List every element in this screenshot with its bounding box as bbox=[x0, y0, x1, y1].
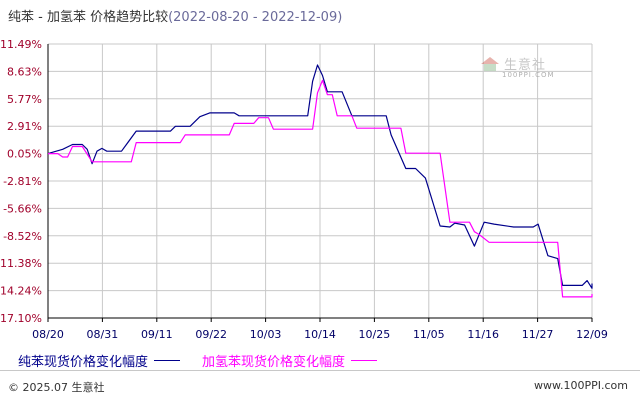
legend-swatch-benzene bbox=[154, 360, 181, 361]
x-tick-label: 10/25 bbox=[359, 328, 391, 341]
legend-item-benzene: 纯苯现货价格变化幅度 bbox=[18, 351, 181, 370]
house-icon bbox=[481, 56, 499, 71]
watermark-brand: 生意社 bbox=[504, 58, 547, 73]
x-tick-label: 11/27 bbox=[522, 328, 554, 341]
legend-swatch-hydro-benzene bbox=[351, 360, 378, 361]
y-tick-labels: 11.49% 8.63% 5.77% 2.91% 0.05% -2.81% -5.66% -8… bbox=[0, 38, 42, 325]
chart-title: 纯苯 - 加氢苯 价格趋势比较(2022-08-20 - 2022-12-09) bbox=[8, 6, 342, 25]
x-tick-label: 10/03 bbox=[250, 328, 282, 341]
x-tick-label: 12/09 bbox=[576, 328, 608, 341]
y-tick-label: -14.24% bbox=[0, 285, 42, 298]
footer-divider bbox=[0, 370, 640, 371]
watermark-logo: 生意社 bbox=[480, 54, 546, 73]
chart-title-range: (2022-08-20 - 2022-12-09) bbox=[168, 10, 343, 25]
y-tick-label: 8.63% bbox=[7, 65, 42, 78]
footer-copyright: © 2025.07 生意社 bbox=[8, 381, 105, 394]
watermark-url: 100PPI.COM bbox=[502, 71, 555, 79]
x-tick-label: 08/20 bbox=[32, 328, 64, 341]
footer-site: www.100PPI.com bbox=[534, 379, 628, 392]
y-tick-label: -2.81% bbox=[3, 175, 42, 188]
x-tick-labels: 08/20 08/31 09/11 09/22 10/03 10/14 10/25 11/05… bbox=[32, 328, 608, 341]
y-tick-label: -11.38% bbox=[0, 257, 42, 270]
chart-title-main: 纯苯 - 加氢苯 价格趋势比较 bbox=[8, 10, 169, 25]
series-lines bbox=[47, 64, 593, 298]
x-tick-label: 11/16 bbox=[467, 328, 499, 341]
y-tick-label: 0.05% bbox=[7, 148, 42, 161]
y-tick-label: -5.66% bbox=[3, 202, 42, 215]
chart-legend: 纯苯现货价格变化幅度 加氢苯现货价格变化幅度 bbox=[18, 351, 399, 370]
y-tick-label: 11.49% bbox=[0, 38, 42, 51]
y-tick-label: -8.52% bbox=[3, 230, 42, 243]
y-tick-label: 5.77% bbox=[7, 93, 42, 106]
legend-item-hydro-benzene: 加氢苯现货价格变化幅度 bbox=[202, 351, 378, 370]
x-tick-label: 10/14 bbox=[304, 328, 336, 341]
legend-label-hydro-benzene: 加氢苯现货价格变化幅度 bbox=[202, 355, 346, 370]
series-line-1 bbox=[47, 64, 593, 289]
y-tick-label: -17.10% bbox=[0, 312, 42, 325]
x-tick-label: 09/11 bbox=[141, 328, 173, 341]
x-tick-label: 08/31 bbox=[87, 328, 119, 341]
x-tick-label: 11/05 bbox=[413, 328, 445, 341]
axes bbox=[47, 44, 593, 322]
series-line-2 bbox=[48, 79, 593, 298]
legend-label-benzene: 纯苯现货价格变化幅度 bbox=[18, 355, 149, 370]
y-tick-label: 2.91% bbox=[7, 120, 42, 133]
x-tick-label: 09/22 bbox=[195, 328, 227, 341]
